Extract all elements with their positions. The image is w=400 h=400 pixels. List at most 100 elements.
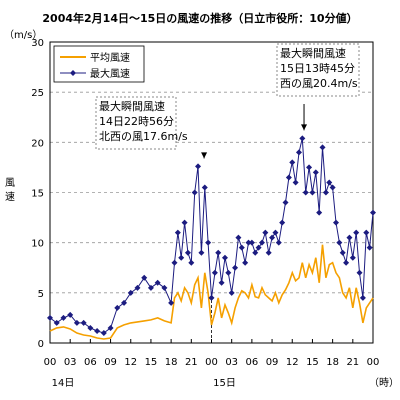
series-max-point bbox=[121, 299, 128, 306]
series-max-point bbox=[309, 189, 316, 196]
series-max-point bbox=[275, 239, 282, 246]
series-max-point bbox=[205, 239, 212, 246]
series-layer bbox=[47, 135, 376, 340]
series-max-point bbox=[188, 259, 195, 266]
series-max-point bbox=[232, 264, 239, 271]
series-max-point bbox=[306, 164, 313, 171]
series-max-point bbox=[107, 324, 114, 331]
series-max-point bbox=[228, 289, 235, 296]
date-label: 15日 bbox=[213, 378, 236, 389]
annotation-text: 最大瞬間風速 bbox=[99, 99, 165, 113]
x-tick-label: 18 bbox=[165, 357, 178, 368]
x-tick-labels: 00 03 06 09 12 15 18 21 00 03 06 09 12 15 18 21 00 14日 15日 bbox=[44, 339, 380, 389]
x-tick-label: 21 bbox=[185, 357, 198, 368]
legend-label: 最大風速 bbox=[90, 67, 130, 80]
series-max-point bbox=[53, 319, 60, 326]
series-max-point bbox=[346, 234, 353, 241]
series-max-point bbox=[356, 269, 363, 276]
series-max-point bbox=[349, 254, 356, 261]
series-max-point bbox=[295, 149, 302, 156]
series-max-point bbox=[235, 234, 242, 241]
series-max-point bbox=[332, 219, 339, 226]
series-max-point bbox=[161, 284, 168, 291]
y-tick-label: 20 bbox=[31, 138, 44, 149]
legend-marker bbox=[70, 70, 76, 76]
x-tick-label: 03 bbox=[64, 357, 77, 368]
x-tick-label: 12 bbox=[124, 357, 137, 368]
annotation-arrow-head bbox=[301, 124, 308, 131]
series-max-point bbox=[211, 269, 218, 276]
series-max-point bbox=[67, 311, 74, 318]
x-tick-label: 15 bbox=[145, 357, 158, 368]
series-max-point bbox=[269, 234, 276, 241]
series-max-point bbox=[322, 189, 329, 196]
series-max-point bbox=[353, 229, 360, 236]
series-max-point bbox=[168, 299, 175, 306]
date-label: 14日 bbox=[52, 378, 75, 389]
series-max-point bbox=[370, 209, 376, 216]
series-max-point bbox=[292, 179, 299, 186]
series-max-point bbox=[359, 294, 366, 301]
series-max-point bbox=[279, 219, 286, 226]
y-tick-label: 25 bbox=[31, 88, 44, 99]
x-tick-label: 18 bbox=[326, 357, 339, 368]
series-max-point bbox=[181, 219, 188, 226]
series-max-point bbox=[80, 319, 87, 326]
series-max-point bbox=[87, 324, 94, 331]
x-tick-label: 00 bbox=[205, 357, 218, 368]
series-max-point bbox=[262, 229, 269, 236]
series-max-point bbox=[289, 159, 296, 166]
series-max-point bbox=[329, 184, 336, 191]
series-max-point bbox=[174, 229, 181, 236]
x-tick-label: 00 bbox=[44, 357, 57, 368]
series-max-point bbox=[154, 279, 161, 286]
series-max-point bbox=[184, 249, 191, 256]
annotation-text: 14日22時56分 bbox=[99, 115, 174, 128]
y-tick-label: 15 bbox=[31, 189, 44, 200]
series-max-point bbox=[191, 189, 198, 196]
annotation-box bbox=[95, 96, 177, 150]
series-max-point bbox=[221, 254, 228, 261]
series-max-point bbox=[73, 319, 80, 326]
x-tick-label: 12 bbox=[286, 357, 299, 368]
series-max-point bbox=[47, 314, 53, 321]
series-max-point bbox=[114, 304, 121, 311]
annotation-arrow-head bbox=[201, 152, 208, 159]
series-max-point bbox=[225, 269, 232, 276]
series-max-point bbox=[302, 189, 309, 196]
series-max-point bbox=[208, 294, 215, 301]
series-max-point bbox=[319, 144, 326, 151]
series-max-point bbox=[100, 329, 107, 336]
x-tick-label: 00 bbox=[367, 357, 380, 368]
x-tick-label: 21 bbox=[346, 357, 359, 368]
series-max-point bbox=[265, 249, 272, 256]
y-tick-label: 5 bbox=[38, 289, 44, 300]
y-tick-label: 30 bbox=[31, 38, 44, 49]
series-max-point bbox=[316, 209, 323, 216]
series-max-point bbox=[282, 199, 289, 206]
x-tick-label: 09 bbox=[266, 357, 279, 368]
series-max-point bbox=[171, 259, 178, 266]
series-max-point bbox=[242, 259, 249, 266]
x-tick-label: 03 bbox=[225, 357, 238, 368]
series-max-point bbox=[147, 284, 154, 291]
y-axis-label-char: 速 bbox=[5, 191, 15, 203]
annotation-text: 北西の風17.6m/s bbox=[99, 130, 188, 143]
chart-title: 2004年2月14日～15日の風速の推移（日立市役所：10分値） bbox=[42, 11, 357, 25]
series-max-point bbox=[252, 249, 259, 256]
series-max-point bbox=[178, 254, 185, 261]
series-max-point bbox=[198, 249, 205, 256]
series-max-point bbox=[255, 244, 262, 251]
y-tick-label: 10 bbox=[31, 239, 44, 250]
series-max-point bbox=[363, 229, 370, 236]
y-tick-labels: 0 5 10 15 20 25 30 bbox=[31, 38, 44, 350]
legend-box bbox=[53, 45, 145, 83]
annotation-box bbox=[276, 43, 360, 97]
x-tick-label: 06 bbox=[246, 357, 259, 368]
x-unit: （時） bbox=[369, 377, 399, 389]
series-max-point bbox=[339, 249, 346, 256]
series-max-point bbox=[343, 259, 350, 266]
series-max-point bbox=[201, 184, 208, 191]
y-unit: （m/s） bbox=[4, 29, 42, 41]
